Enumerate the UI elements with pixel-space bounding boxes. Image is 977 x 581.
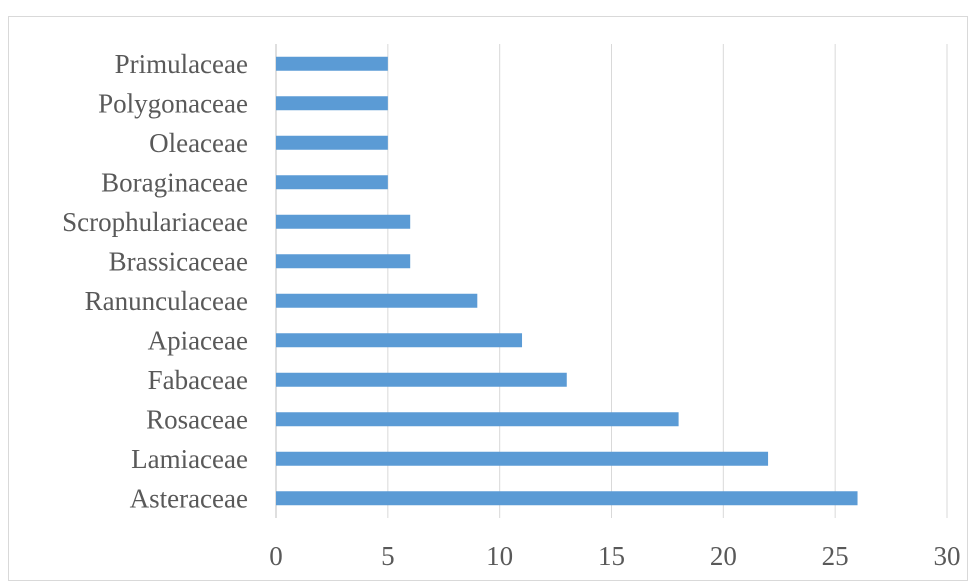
bar-ranunculaceae: [276, 293, 478, 308]
category-label-ranunculaceae: Ranunculaceae: [85, 286, 248, 316]
category-label-apiaceae: Apiaceae: [148, 325, 248, 355]
category-label-oleaceae: Oleaceae: [149, 128, 248, 158]
category-label-fabaceae: Fabaceae: [148, 365, 248, 395]
bar-fabaceae: [276, 372, 567, 387]
category-label-brassicaceae: Brassicaceae: [109, 246, 248, 276]
bar-oleaceae: [276, 135, 388, 150]
category-label-lamiaceae: Lamiaceae: [131, 444, 248, 474]
bars: [276, 56, 858, 506]
x-tick-labels: 0 5 10 15 20 25 30: [269, 541, 960, 571]
x-tick-label-25: 25: [822, 541, 849, 571]
x-tick-label-5: 5: [381, 541, 395, 571]
bar-scrophulariaceae: [276, 214, 411, 229]
bar-primulaceae: [276, 56, 388, 71]
category-label-rosaceae: Rosaceae: [146, 404, 248, 434]
bar-apiaceae: [276, 333, 523, 348]
category-labels: Asteraceae Lamiaceae Rosaceae Fabaceae Apiac…: [62, 49, 248, 514]
category-label-boraginaceae: Boraginaceae: [101, 167, 248, 197]
category-label-polygonaceae: Polygonaceae: [98, 88, 248, 118]
x-tick-label-20: 20: [710, 541, 737, 571]
x-tick-label-10: 10: [486, 541, 513, 571]
category-label-primulaceae: Primulaceae: [115, 49, 248, 79]
bar-lamiaceae: [276, 451, 769, 466]
bar-rosaceae: [276, 412, 679, 427]
bar-boraginaceae: [276, 175, 388, 190]
gridlines: [275, 44, 948, 518]
x-tick-label-0: 0: [269, 541, 283, 571]
category-label-asteraceae: Asteraceae: [130, 483, 248, 513]
bar-brassicaceae: [276, 254, 411, 269]
x-tick-label-30: 30: [934, 541, 961, 571]
bar-asteraceae: [276, 491, 858, 506]
bar-polygonaceae: [276, 96, 388, 111]
x-tick-label-15: 15: [598, 541, 625, 571]
chart-frame: [8, 16, 968, 581]
category-label-scrophulariaceae: Scrophulariaceae: [62, 207, 248, 237]
